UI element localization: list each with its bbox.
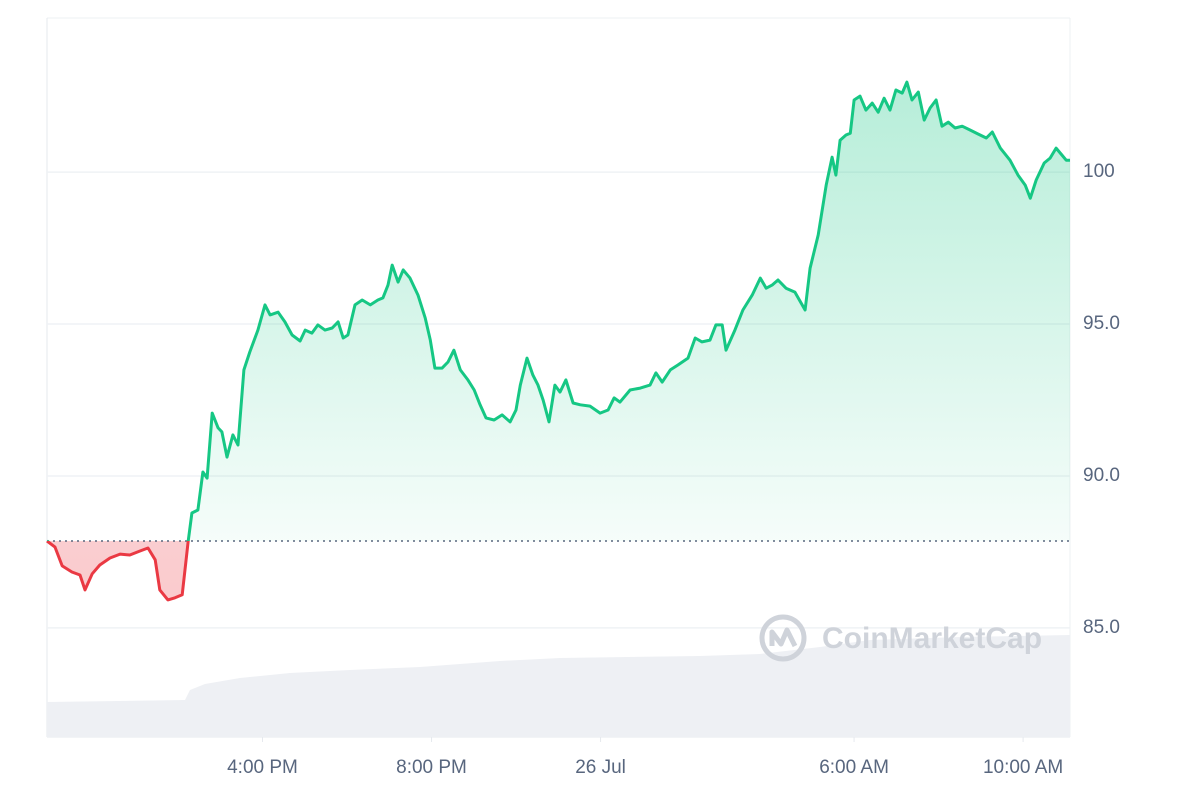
x-tick-label: 26 Jul [575, 757, 626, 778]
plot [46, 80, 1070, 602]
x-tick-label: 10:00 AM [983, 757, 1063, 778]
y-tick-label: 90.0 [1083, 465, 1120, 486]
watermark-text: CoinMarketCap [822, 622, 1042, 655]
watermark-logo [759, 614, 807, 662]
price-area [47, 82, 1070, 600]
x-tick-label: 4:00 PM [227, 757, 298, 778]
watermark [759, 614, 807, 662]
y-tick-label: 85.0 [1083, 617, 1120, 638]
x-tick-label: 8:00 PM [396, 757, 467, 778]
volume-area [47, 635, 1070, 737]
axes: 85.0 90.0 95.0 100 4:00 PM 8:00 PM 26 Jul 6:00 … [227, 161, 1120, 778]
watermark-logo [769, 627, 798, 648]
price-line [46, 80, 1070, 602]
x-tick-label: 6:00 AM [819, 757, 889, 778]
y-tick-label: 95.0 [1083, 313, 1120, 334]
y-tick-label: 100 [1083, 161, 1115, 182]
